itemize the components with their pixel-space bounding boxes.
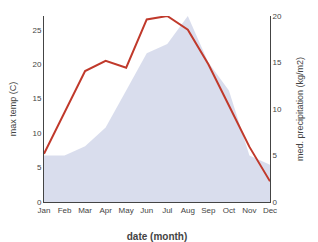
svg-text:0: 0 (37, 198, 42, 207)
svg-text:25: 25 (32, 26, 41, 35)
svg-text:date (month): date (month) (127, 231, 188, 242)
svg-text:0: 0 (273, 198, 278, 207)
svg-text:Oct: Oct (223, 206, 236, 215)
svg-text:Nov: Nov (242, 206, 256, 215)
svg-text:med. precipitation (kg/m2): med. precipitation (kg/m2) (295, 57, 305, 161)
svg-text:Aug: Aug (181, 206, 195, 215)
svg-text:Feb: Feb (58, 206, 72, 215)
svg-text:5: 5 (37, 163, 42, 172)
svg-text:10: 10 (273, 105, 282, 114)
svg-text:Jun: Jun (140, 206, 153, 215)
svg-text:May: May (119, 206, 134, 215)
svg-text:Apr: Apr (99, 206, 112, 215)
svg-text:5: 5 (273, 151, 278, 160)
svg-text:15: 15 (273, 58, 282, 67)
svg-text:15: 15 (32, 94, 41, 103)
svg-text:max temp (C): max temp (C) (8, 82, 18, 137)
svg-text:Mar: Mar (78, 206, 92, 215)
svg-text:20: 20 (273, 12, 282, 21)
svg-text:Sep: Sep (201, 206, 216, 215)
svg-text:20: 20 (32, 60, 41, 69)
svg-text:Jan: Jan (38, 206, 51, 215)
svg-text:Dec: Dec (263, 206, 277, 215)
svg-text:Jul: Jul (162, 206, 172, 215)
svg-text:10: 10 (32, 129, 41, 138)
